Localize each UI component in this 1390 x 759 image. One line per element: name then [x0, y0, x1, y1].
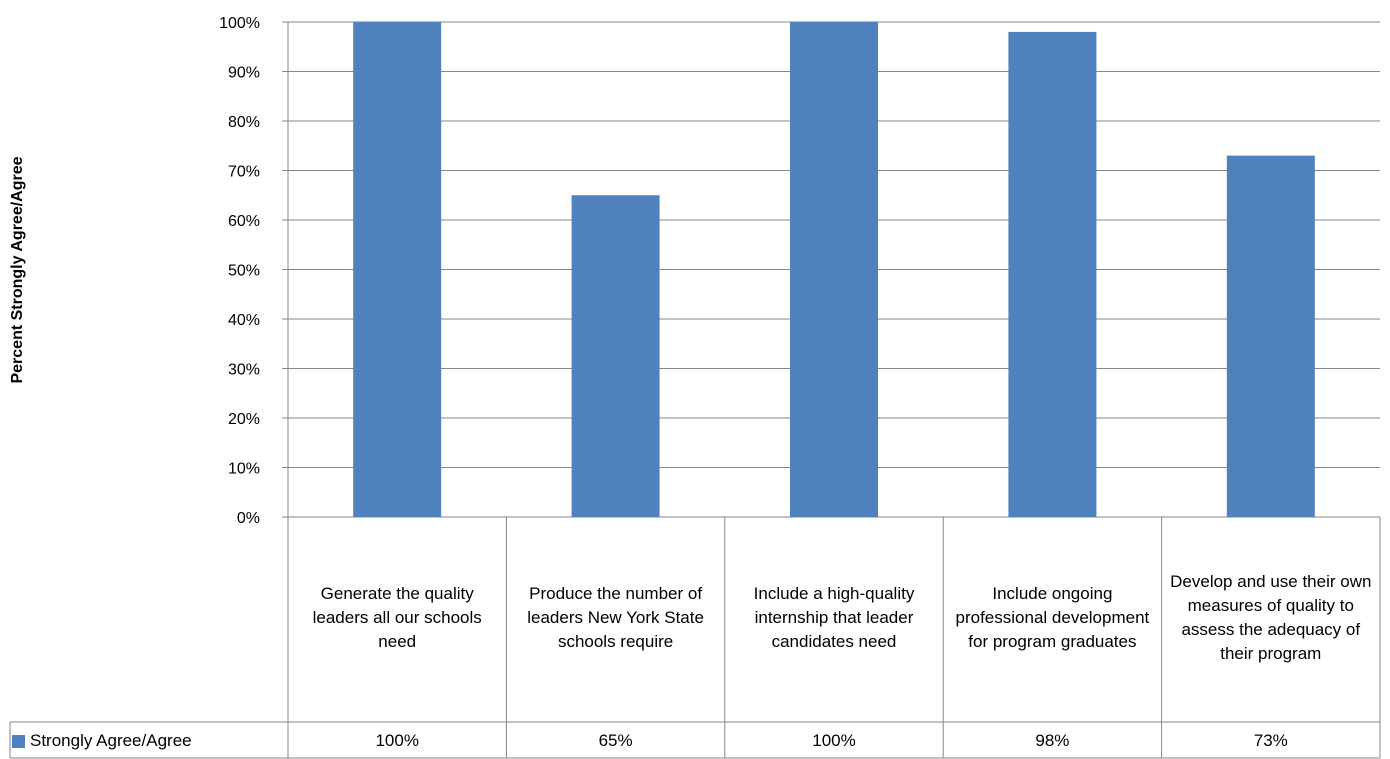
x-category-label: Produce the number of leaders New York S… [527, 584, 704, 651]
y-axis-label-text: Percent Strongly Agree/Agree [9, 156, 26, 383]
y-tick-label: 80% [228, 114, 260, 131]
y-tick-label: 60% [228, 213, 260, 230]
data-table-value: 100% [812, 731, 856, 750]
legend-label: Strongly Agree/Agree [30, 731, 192, 750]
data-table-value: 65% [598, 731, 633, 750]
data-table-value: 98% [1035, 731, 1070, 750]
x-category-label: Develop and use their own measures of qu… [1170, 572, 1372, 663]
data-table-value: 73% [1253, 731, 1288, 750]
legend-entry: Strongly Agree/Agree [12, 724, 192, 758]
y-tick-label: 20% [228, 411, 260, 428]
y-tick-label: 0% [237, 510, 260, 527]
data-table-value: 100% [375, 731, 419, 750]
y-axis-label: Percent Strongly Agree/Agree [9, 156, 26, 383]
bar [1008, 31, 1097, 518]
data-table-lines [9, 517, 1381, 759]
bar [353, 22, 442, 517]
y-tick-label: 100% [219, 15, 260, 32]
legend-swatch [12, 734, 25, 748]
bar [571, 195, 660, 517]
y-tick-label: 70% [228, 164, 260, 181]
y-tick-label: 50% [228, 263, 260, 280]
y-tick-label: 40% [228, 312, 260, 329]
bars [353, 22, 1315, 518]
y-tick-label: 90% [228, 65, 260, 82]
y-tick-label: 30% [228, 362, 260, 379]
bar [1226, 155, 1315, 517]
x-category-label: Generate the quality leaders all our sch… [312, 584, 482, 651]
y-tick-label: 10% [228, 461, 260, 478]
x-category-label: Include ongoing professional development… [955, 584, 1150, 651]
x-category-label: Include a high-quality internship that l… [753, 584, 915, 651]
y-tick-labels: 0% 10% 20% 30% 40% 50% 60% 70% 80% 90% 100% [219, 15, 260, 527]
bar [790, 22, 878, 517]
